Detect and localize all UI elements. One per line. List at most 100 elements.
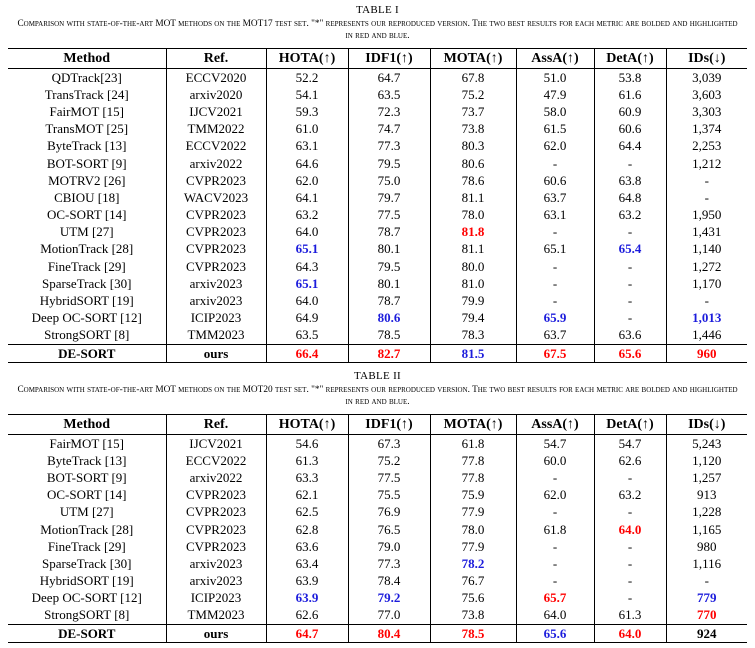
cell-ref: ours <box>165 624 266 644</box>
table-2: Method Ref. HOTA(↑) IDF1(↑) MOTA(↑) AssA… <box>8 414 747 644</box>
cell-idf1: 80.1 <box>347 240 430 259</box>
cell-idf1: 79.7 <box>347 189 430 207</box>
cell-mota: 73.8 <box>429 120 516 138</box>
cell-hota: 62.1 <box>265 486 348 504</box>
cell-ref: WACV2023 <box>165 189 266 207</box>
cell-hota: 54.6 <box>265 434 348 453</box>
cell-deta: 65.4 <box>593 240 666 259</box>
table-row: TransMOT [25] TMM2022 61.0 74.7 73.8 61.5 60.6… <box>8 120 747 138</box>
cell-assa: - <box>515 258 594 276</box>
cell-ref: CVPR2023 <box>165 520 266 539</box>
cell-assa: 67.5 <box>515 343 594 364</box>
cell-method: DE-SORT <box>8 343 166 364</box>
cell-deta: 64.0 <box>593 624 666 644</box>
cell-idf1: 78.5 <box>347 326 430 345</box>
table-row: HybridSORT [19] arxiv2023 63.9 78.4 76.7- - - <box>8 572 747 590</box>
cell-mota: 81.1 <box>429 240 516 259</box>
cell-assa: 63.1 <box>515 206 594 224</box>
table-2-caption: Comparison with state-of-the-art MOT met… <box>17 385 738 407</box>
table-1: Method Ref. HOTA(↑) IDF1(↑) MOTA(↑) AssA… <box>8 48 747 364</box>
cell-method: BOT-SORT [9] <box>46 469 127 485</box>
cell-deta: - <box>593 538 666 556</box>
cell-idf1: 78.4 <box>347 572 430 590</box>
cell-mota: 80.3 <box>429 137 516 155</box>
cell-hota: 64.6 <box>265 154 348 173</box>
header-mota: MOTA(↑) <box>429 414 516 435</box>
cell-assa: - <box>515 555 594 573</box>
cell-ids: 1,165 <box>665 520 747 539</box>
cell-mota: 80.0 <box>429 258 516 276</box>
header-assa: AssA(↑) <box>515 414 594 435</box>
table-1-block: TABLE I Comparison with state-of-the-art… <box>8 4 747 364</box>
cell-hota: 64.1 <box>265 189 348 207</box>
cell-hota: 64.0 <box>265 223 348 241</box>
cell-hota: 64.3 <box>265 258 348 276</box>
cell-deta: - <box>593 292 666 310</box>
cell-deta: 63.2 <box>593 486 666 504</box>
cell-assa: 54.7 <box>515 434 594 453</box>
cell-method: TransTrack [24] <box>44 86 129 102</box>
cell-method: DE-SORT <box>8 624 166 644</box>
cell-ids: - <box>665 172 747 190</box>
cell-idf1: 64.7 <box>347 68 430 87</box>
table-1-body: QDTrack[23] ECCV2020 52.2 64.7 67.8 51.0 53.8 3… <box>8 68 747 364</box>
cell-ids: 1,140 <box>665 240 747 259</box>
cell-deta: 64.4 <box>593 137 666 155</box>
cell-assa: 65.7 <box>515 589 594 607</box>
cell-ref: CVPR2023 <box>165 538 266 556</box>
cell-deta: 64.0 <box>593 520 666 539</box>
cell-mota: 81.1 <box>429 189 516 207</box>
cell-mota: 76.7 <box>429 572 516 590</box>
cell-method: OC-SORT [14] <box>46 487 127 503</box>
cell-assa: 58.0 <box>515 103 594 121</box>
cell-hota: 64.7 <box>265 624 348 644</box>
cell-ids: 770 <box>665 606 747 625</box>
cell-assa: 62.0 <box>515 137 594 155</box>
cell-idf1: 75.5 <box>347 486 430 504</box>
table-row: SparseTrack [30] arxiv2023 63.4 77.3 78.2- -1… <box>8 555 747 573</box>
cell-ids: 1,431 <box>665 223 747 241</box>
cell-ref: CVPR2023 <box>165 206 266 224</box>
cell-ref: arxiv2022 <box>165 469 266 487</box>
cell-deta: - <box>593 275 666 293</box>
cell-method: TransMOT [25] <box>45 121 129 137</box>
cell-ref: IJCV2021 <box>165 103 266 121</box>
cell-idf1: 79.5 <box>347 154 430 173</box>
cell-method: MotionTrack [28] <box>40 241 134 257</box>
cell-assa: 62.0 <box>515 486 594 504</box>
cell-deta: 63.8 <box>593 172 666 190</box>
cell-mota: 73.8 <box>429 606 516 625</box>
cell-ref: ECCV2022 <box>165 137 266 155</box>
cell-method: ByteTrack [13] <box>47 452 127 468</box>
cell-assa: - <box>515 292 594 310</box>
cell-method: Deep OC-SORT [12] <box>31 590 142 606</box>
cell-deta: 61.6 <box>593 86 666 104</box>
table-row: CBIOU [18] WACV2023 64.1 79.7 81.1 63.7 64.8- <box>8 189 747 207</box>
cell-assa: - <box>515 538 594 556</box>
cell-ref: arxiv2023 <box>165 555 266 573</box>
cell-deta: 61.3 <box>593 606 666 625</box>
cell-assa: - <box>515 275 594 293</box>
cell-idf1: 80.4 <box>347 624 430 644</box>
cell-deta: 54.7 <box>593 434 666 453</box>
cell-hota: 54.1 <box>265 86 348 104</box>
cell-deta: 63.6 <box>593 326 666 345</box>
cell-assa: 63.7 <box>515 189 594 207</box>
cell-mota: 79.4 <box>429 309 516 327</box>
cell-assa: 51.0 <box>515 68 594 87</box>
cell-hota: 63.4 <box>265 555 348 573</box>
cell-idf1: 75.0 <box>347 172 430 190</box>
table-row: UTM [27] CVPR2023 62.5 76.9 77.9- -1,228 <box>8 503 747 521</box>
cell-mota: 73.7 <box>429 103 516 121</box>
cell-deta: - <box>593 572 666 590</box>
cell-ref: ECCV2020 <box>165 68 266 87</box>
table-row: DE-SORT ours 64.7 80.4 78.5 65.6 64.0 924 <box>8 624 747 644</box>
cell-mota: 75.9 <box>429 486 516 504</box>
cell-ref: ours <box>165 343 266 364</box>
header-mota: MOTA(↑) <box>429 48 516 69</box>
cell-ids: 960 <box>665 343 747 364</box>
cell-deta: - <box>593 503 666 521</box>
cell-ids: 1,446 <box>665 326 747 345</box>
table-row: DE-SORT ours 66.4 82.7 81.5 67.5 65.6 960 <box>8 343 747 364</box>
cell-hota: 63.2 <box>265 206 348 224</box>
